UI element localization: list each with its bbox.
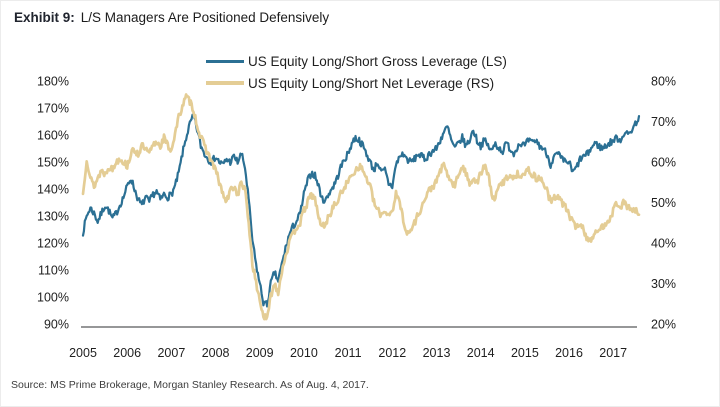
x-axis-tick-label: 2017 xyxy=(599,346,627,360)
x-axis-tick-label: 2016 xyxy=(555,346,583,360)
x-axis-tick-label: 2007 xyxy=(157,346,185,360)
legend-item-gross-leverage: US Equity Long/Short Gross Leverage (LS) xyxy=(206,50,507,72)
chart-legend: US Equity Long/Short Gross Leverage (LS)… xyxy=(206,50,507,94)
x-axis-tick-label: 2005 xyxy=(69,346,97,360)
right-axis-tick-label: 20% xyxy=(651,318,676,332)
x-axis-tick-label: 2010 xyxy=(290,346,318,360)
x-axis-tick-label: 2006 xyxy=(113,346,141,360)
left-axis-tick-label: 150% xyxy=(37,156,69,170)
x-axis-tick-label: 2014 xyxy=(467,346,495,360)
right-axis-tick-label: 70% xyxy=(651,115,676,129)
exhibit-number-label: Exhibit 9: xyxy=(14,10,75,25)
x-axis-tick-label: 2012 xyxy=(378,346,406,360)
right-axis-tick-label: 60% xyxy=(651,156,676,170)
legend-label-net-leverage: US Equity Long/Short Net Leverage (RS) xyxy=(248,75,495,91)
left-axis-tick-label: 110% xyxy=(38,264,69,278)
left-axis-tick-label: 140% xyxy=(37,183,69,197)
exhibit-title: Exhibit 9: L/S Managers Are Positioned De… xyxy=(14,10,329,25)
left-axis-tick-label: 160% xyxy=(37,129,69,143)
gross-line-swatch xyxy=(206,59,244,63)
x-axis-tick-label: 2011 xyxy=(335,346,362,360)
x-axis-tick-label: 2009 xyxy=(246,346,274,360)
right-axis-tick-label: 30% xyxy=(651,277,676,291)
left-axis-tick-label: 130% xyxy=(37,210,69,224)
net-line-swatch xyxy=(206,81,244,85)
x-axis-tick-label: 2008 xyxy=(202,346,230,360)
legend-label-gross-leverage: US Equity Long/Short Gross Leverage (LS) xyxy=(248,53,507,69)
left-axis-tick-label: 170% xyxy=(37,102,69,116)
left-axis-tick-label: 180% xyxy=(37,75,69,89)
left-axis-tick-label: 120% xyxy=(37,237,69,251)
source-note: Source: MS Prime Brokerage, Morgan Stanl… xyxy=(11,379,369,391)
net-leverage-line xyxy=(81,93,641,321)
right-axis-tick-label: 80% xyxy=(651,75,676,89)
right-axis-tick-label: 40% xyxy=(651,237,676,251)
left-axis-tick-label: 100% xyxy=(37,291,69,305)
x-axis-tick-label: 2013 xyxy=(423,346,451,360)
x-axis-tick-label: 2015 xyxy=(511,346,539,360)
exhibit-title-text: L/S Managers Are Positioned Defensively xyxy=(80,10,330,25)
legend-item-net-leverage: US Equity Long/Short Net Leverage (RS) xyxy=(206,72,507,94)
gross-leverage-line xyxy=(81,113,641,308)
left-axis-tick-label: 90% xyxy=(44,318,69,332)
right-axis-tick-label: 50% xyxy=(651,196,676,210)
